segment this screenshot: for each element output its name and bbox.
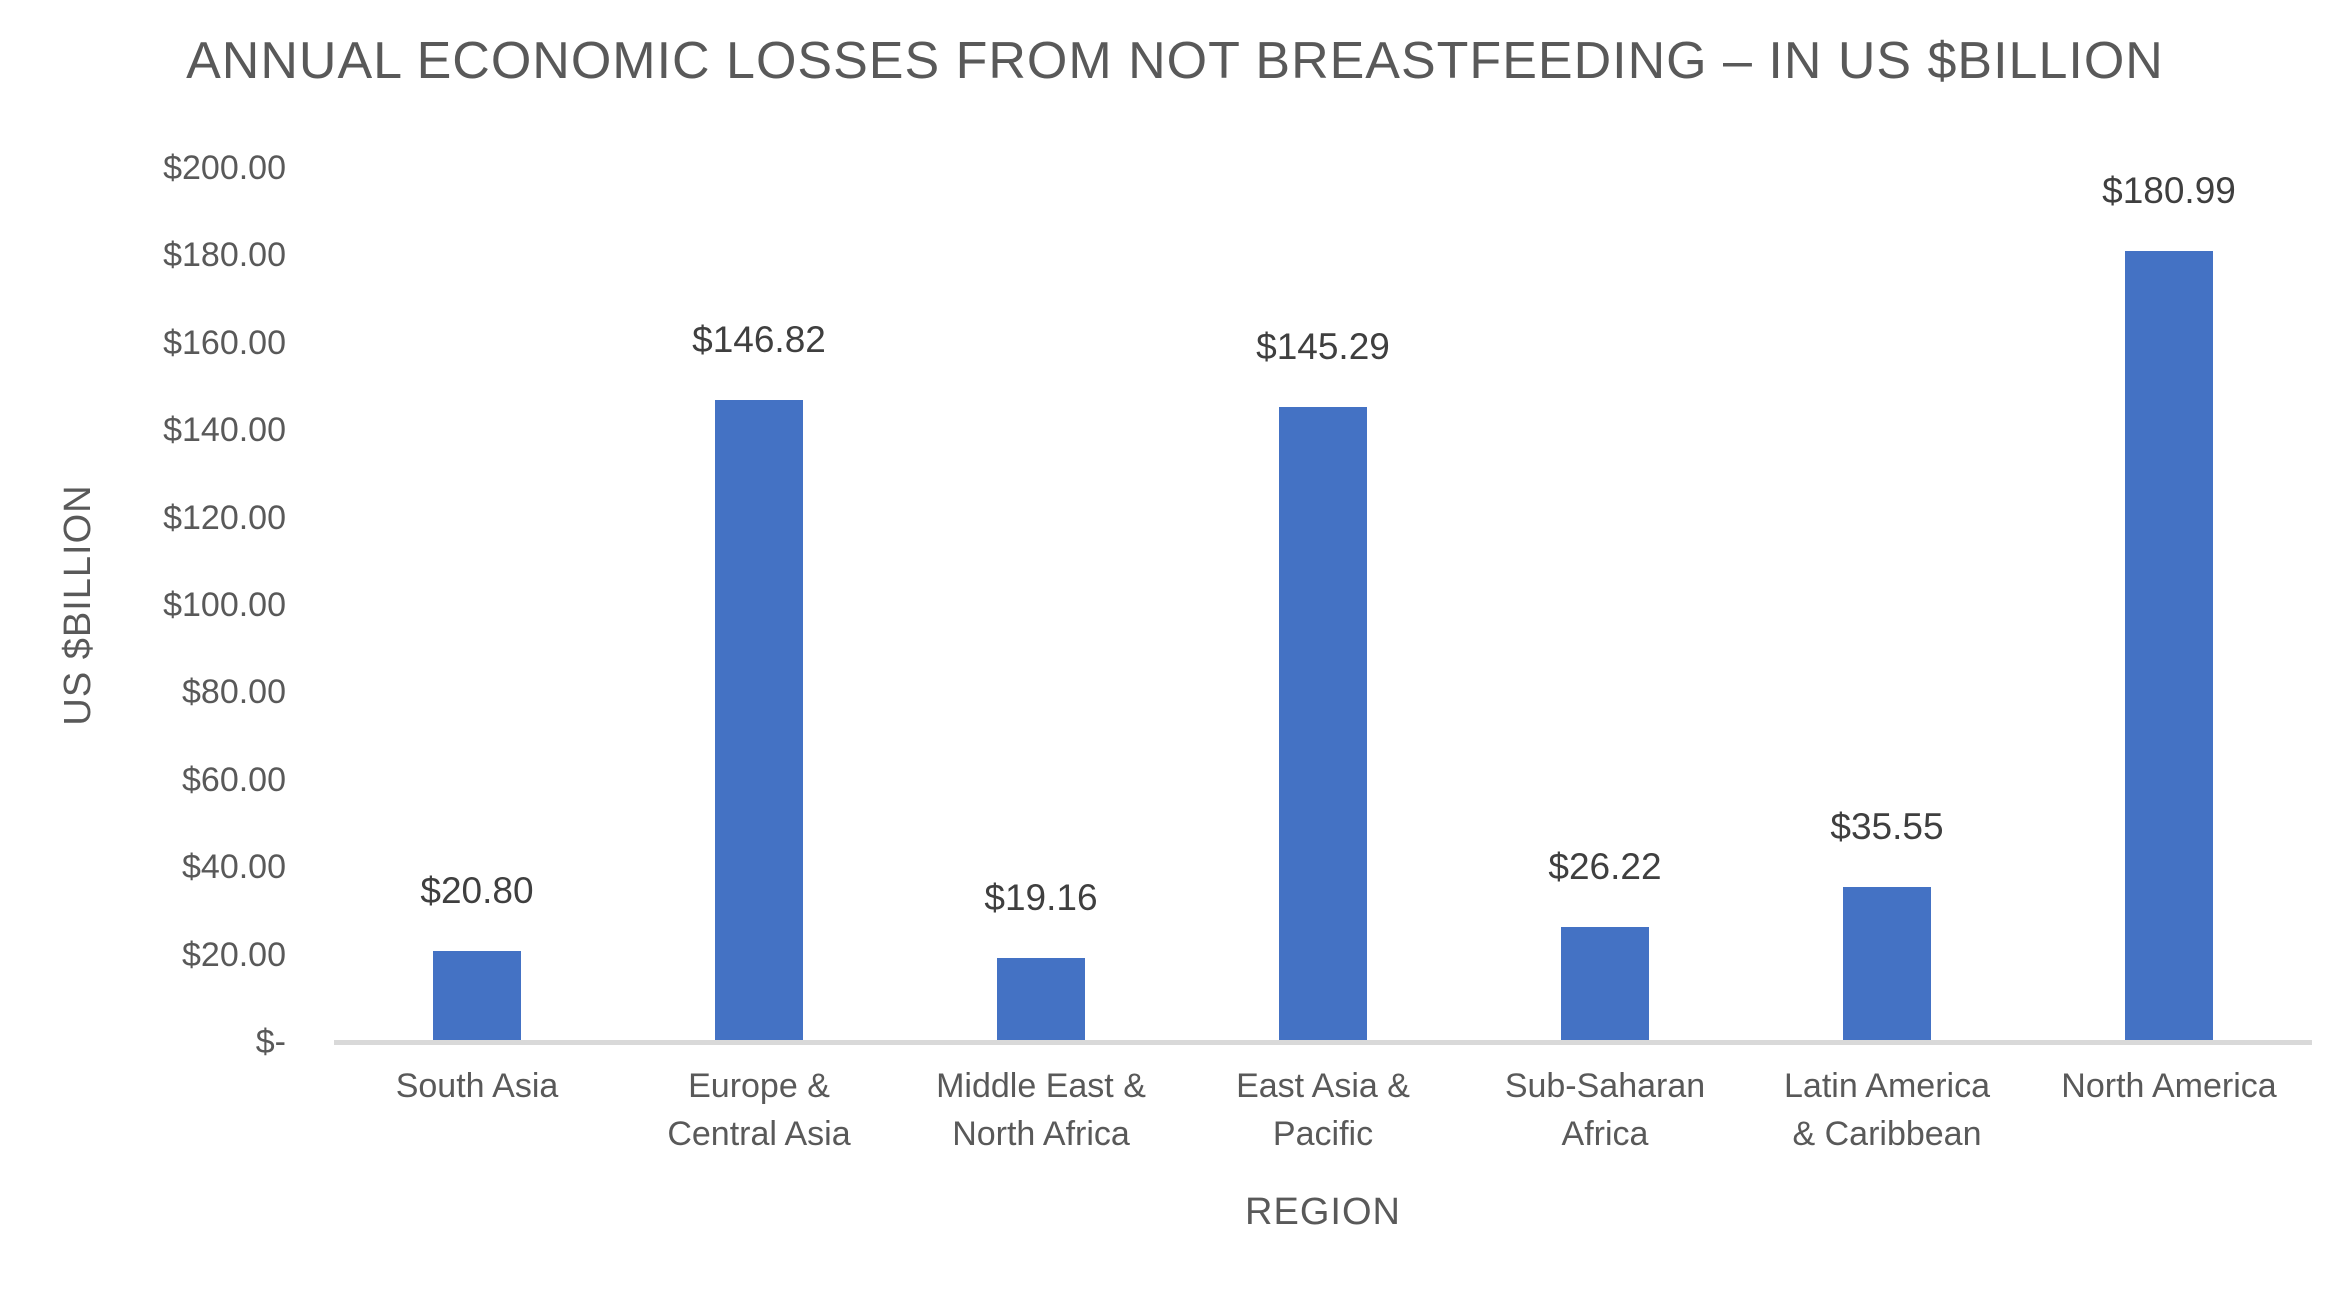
x-category-label-line: Sub-Saharan [1504,1067,1706,1105]
bar [2125,251,2213,1041]
x-category-label-line: North America [2061,1067,2277,1105]
x-category-label: South Asia [327,1062,627,1110]
x-category-label: Middle East & North Africa [891,1062,1191,1158]
y-tick-label: $140.00 [163,411,286,450]
bar [997,958,1085,1041]
bar-data-label: $26.22 [1548,846,1662,888]
x-category-label: North America [2019,1062,2319,1110]
bar-data-label: $35.55 [1830,805,1944,847]
x-category-label-line: Middle East & [936,1067,1146,1105]
x-category-label-line: Central Asia [667,1115,851,1153]
x-category-label-line: Pacific [1272,1115,1374,1153]
y-tick-label: $80.00 [182,673,286,712]
bar [1843,886,1931,1041]
y-tick-label: $20.00 [182,935,286,974]
bar [715,400,803,1041]
y-tick-label: $- [255,1023,286,1061]
y-tick-label: $60.00 [182,760,286,799]
x-category-label-line: Africa [1561,1115,1649,1153]
x-axis-title: REGION [1245,1191,1401,1233]
bar [1561,927,1649,1041]
y-tick-label: $160.00 [163,323,286,362]
chart-title: ANNUAL ECONOMIC LOSSES FROM NOT BREASTFE… [186,32,2164,90]
bar [1279,407,1367,1041]
y-tick-label: $200.00 [163,149,286,187]
bar-data-label: $19.16 [984,877,1098,919]
x-axis-line [334,1040,2312,1045]
x-category-label: Latin America & Caribbean [1737,1062,2037,1158]
bar [433,951,521,1041]
y-tick-label: $180.00 [163,236,286,275]
bar-data-label: $20.80 [420,870,534,912]
bar-data-label: $180.99 [2102,170,2236,212]
bar-data-label: $146.82 [692,319,826,361]
x-category-label-line: East Asia & [1236,1067,1410,1105]
x-category-label: Sub-Saharan Africa [1455,1062,1755,1158]
x-category-label: East Asia & Pacific [1173,1062,1473,1158]
x-category-label-line: & Caribbean [1792,1115,1982,1153]
y-tick-label: $120.00 [163,498,286,537]
x-category-label-line: South Asia [395,1067,559,1105]
y-tick-label: $100.00 [163,586,286,624]
bar-data-label: $145.29 [1256,326,1390,368]
y-tick-label: $40.00 [182,848,286,887]
x-category-label-line: Latin America [1784,1067,1990,1105]
x-category-label: Europe & Central Asia [609,1062,909,1158]
x-category-label-line: Europe & [688,1067,830,1105]
x-category-label-line: North Africa [952,1115,1130,1153]
